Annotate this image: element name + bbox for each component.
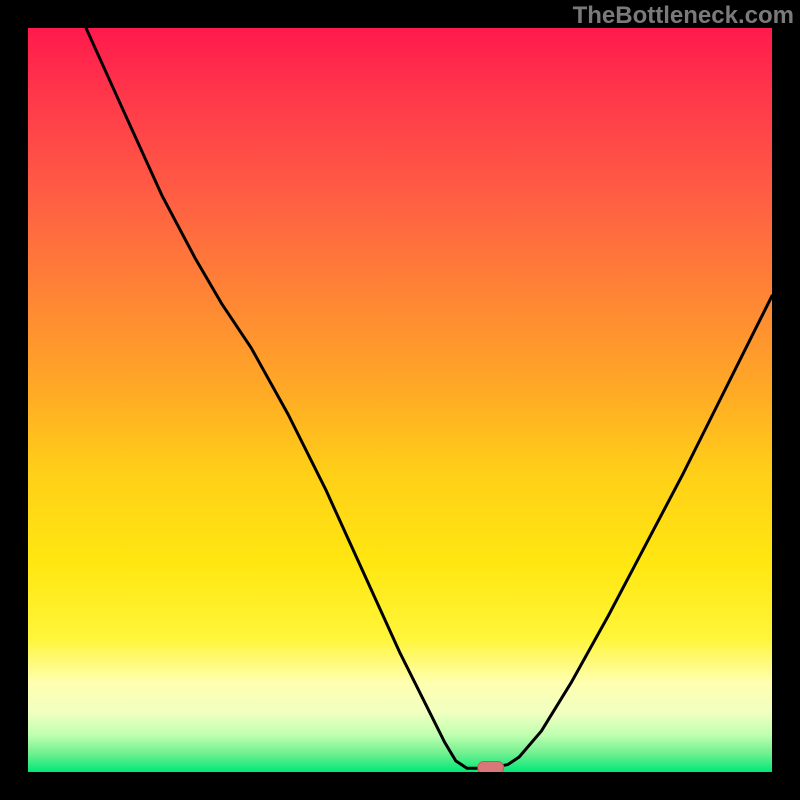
bottleneck-curve bbox=[28, 28, 772, 772]
plot-area bbox=[28, 28, 772, 772]
curve-path bbox=[86, 28, 772, 768]
optimal-marker bbox=[478, 762, 504, 772]
watermark-text: TheBottleneck.com bbox=[573, 2, 794, 30]
bottleneck-chart: TheBottleneck.com bbox=[0, 0, 800, 800]
